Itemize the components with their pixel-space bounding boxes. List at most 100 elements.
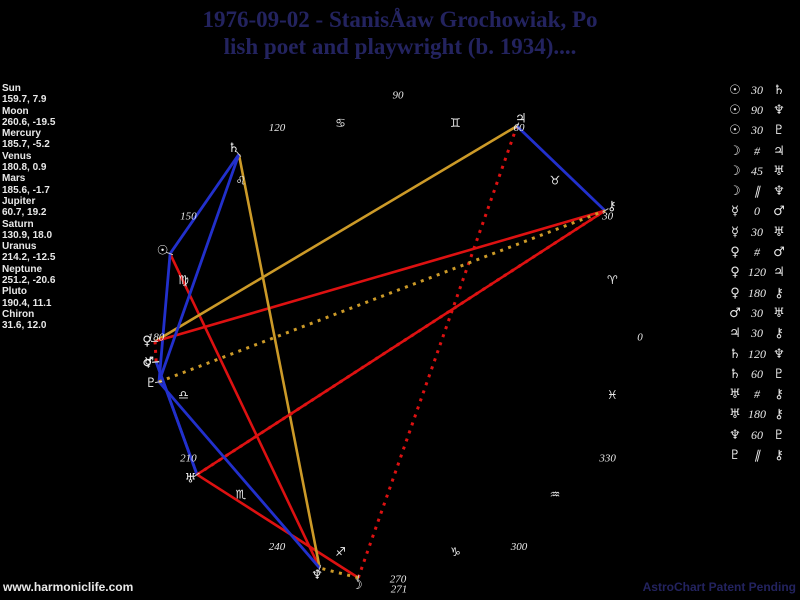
aspect-type: 30 xyxy=(751,305,763,320)
aspect-type: 60 xyxy=(751,427,763,442)
degree-tick-270: 270 xyxy=(390,574,407,586)
planet-mercury-icon: ☿ xyxy=(144,355,152,370)
pluto-glyph-icon: ♇ xyxy=(773,427,785,443)
venus-glyph-icon: ♀ xyxy=(730,265,740,281)
sign-scorpio-icon: ♏ xyxy=(236,487,247,501)
mercury-glyph-icon: ☿ xyxy=(731,204,739,220)
planet-position-saturn: 130.9, 18.0 xyxy=(2,229,53,241)
pluto-glyph-icon: ♇ xyxy=(773,123,785,139)
planet-name-saturn: Saturn xyxy=(2,218,34,230)
planet-marker-jupiter xyxy=(515,122,520,129)
degree-tick-330: 330 xyxy=(598,453,616,465)
planet-marker-sun xyxy=(166,251,174,256)
planet-position-jupiter: 60.7, 19.2 xyxy=(2,207,47,219)
aspect-line-neptune-pluto xyxy=(157,380,321,569)
aspect-line-sun-neptune xyxy=(168,253,321,569)
degree-tick-0: 0 xyxy=(637,332,643,344)
aspect-line-moon-uranus xyxy=(196,473,360,579)
aspect-type: 30 xyxy=(751,123,763,138)
planet-venus-icon: ♀ xyxy=(142,334,152,349)
planet-position-pluto: 190.4, 11.1 xyxy=(2,297,52,309)
planet-marker-uranus xyxy=(193,472,200,478)
degree-tick-150: 150 xyxy=(180,211,197,223)
patent-notice: AstroChart Patent Pending xyxy=(642,580,796,594)
planet-position-sun: 159.7, 7.9 xyxy=(2,94,47,106)
planet-marker-chiron xyxy=(602,208,609,213)
aspect-line-sun-pluto xyxy=(157,253,172,382)
sign-aries-icon: ♈ xyxy=(607,273,618,287)
degree-tick-90: 90 xyxy=(393,90,405,102)
aspect-type: # xyxy=(754,245,760,260)
aspect-row: ☽ ∥ ♆ xyxy=(726,181,792,201)
venus-glyph-icon: ♀ xyxy=(730,245,740,261)
sign-taurus-icon: ♉ xyxy=(550,174,561,188)
moon-glyph-icon: ☽ xyxy=(729,143,741,159)
sign-cancer-icon: ♋ xyxy=(335,116,346,130)
planet-marker-moon xyxy=(357,574,360,582)
degree-tick-240: 240 xyxy=(269,541,286,553)
planet-marker-mars xyxy=(152,360,160,363)
uranus-glyph-icon: ♅ xyxy=(729,407,741,423)
aspect-line-saturn-pluto xyxy=(157,153,241,383)
aspect-type: 30 xyxy=(751,224,763,239)
aspect-type: 180 xyxy=(748,407,766,422)
uranus-glyph-icon: ♅ xyxy=(773,305,785,321)
moon-glyph-icon: ☽ xyxy=(729,163,741,179)
saturn-glyph-icon: ♄ xyxy=(729,346,741,362)
sign-aquarius-icon: ♒ xyxy=(550,487,561,501)
degree-tick-180: 180 xyxy=(148,332,165,344)
planet-uranus-icon: ♅ xyxy=(185,472,197,487)
planet-position-chiron: 31.6, 12.0 xyxy=(2,320,47,332)
sun-glyph-icon: ☉ xyxy=(729,123,741,139)
aspect-line-venus-mars xyxy=(153,341,158,362)
saturn-glyph-icon: ♄ xyxy=(729,366,741,382)
aspect-row: ♂ 30 ♅ xyxy=(726,303,792,323)
aspect-type: 60 xyxy=(751,366,763,381)
aspect-type: 90 xyxy=(751,102,763,117)
planet-name-sun: Sun xyxy=(2,83,21,94)
mars-glyph-icon: ♂ xyxy=(773,204,785,220)
planet-name-mercury: Mercury xyxy=(2,128,41,140)
aspect-row: ♄ 120 ♆ xyxy=(726,344,792,364)
sign-sagittarius-icon: ♐ xyxy=(335,545,346,559)
degree-tick-300: 300 xyxy=(510,541,528,553)
planet-position-uranus: 214.2, -12.5 xyxy=(2,252,56,264)
planet-moon-icon: ☽ xyxy=(351,578,363,593)
aspect-type: 30 xyxy=(751,326,763,341)
aspect-type: 120 xyxy=(748,265,766,280)
aspect-row: ♄ 60 ♇ xyxy=(726,364,792,384)
aspect-row: ♇ ∥ ⚷ xyxy=(726,445,792,465)
jupiter-glyph-icon: ♃ xyxy=(773,143,785,159)
neptune-glyph-icon: ♆ xyxy=(729,427,741,443)
aspect-line-saturn-neptune xyxy=(237,154,321,569)
aspect-row: ☿ 0 ♂ xyxy=(726,202,792,222)
sign-pisces-icon: ♓ xyxy=(607,388,618,402)
aspect-line-pluto-chiron xyxy=(158,209,606,384)
chiron-glyph-icon: ⚷ xyxy=(774,447,784,463)
planet-position-moon: 260.6, -19.5 xyxy=(2,116,56,128)
neptune-glyph-icon: ♆ xyxy=(773,102,785,118)
degree-tick-60: 60 xyxy=(514,122,526,134)
aspect-line-sun-saturn xyxy=(168,153,241,255)
aspect-line-mars-uranus xyxy=(154,361,199,476)
title-line1: 1976-09-02 - StanisÅaw Grochowiak, Po xyxy=(202,7,598,32)
aspect-row: ♀ 120 ♃ xyxy=(726,263,792,283)
page-title: 1976-09-02 - StanisÅaw Grochowiak, Po li… xyxy=(0,6,800,60)
aspect-row: ♀ 180 ⚷ xyxy=(726,283,792,303)
sign-gemini-icon: ♊ xyxy=(450,116,461,130)
planet-position-panel: Sun 159.7, 7.9 Moon 260.6, -19.5 Mercury 185.… xyxy=(2,83,122,332)
uranus-glyph-icon: ♅ xyxy=(773,224,785,240)
aspect-type: 0 xyxy=(754,204,760,219)
sun-glyph-icon: ☉ xyxy=(729,82,741,98)
planet-name-chiron: Chiron xyxy=(2,308,35,320)
jupiter-glyph-icon: ♃ xyxy=(729,326,741,342)
degree-tick-210: 210 xyxy=(180,453,197,465)
planet-name-venus: Venus xyxy=(2,150,32,162)
aspect-list-panel: ☉ 30 ♄ ☉ 90 ♆ ☉ 30 ♇ ☽ # ♃ ☽ 45 ♅ ☽ ∥ ♆ ☿ 0 ♂ ☿ 30 ♅ ♀ # ♂ ♀ 120 ♃ ♀ 18… xyxy=(726,80,792,466)
aspect-type: 30 xyxy=(751,82,763,97)
planet-name-uranus: Uranus xyxy=(2,241,37,253)
planet-name-pluto: Pluto xyxy=(2,286,27,298)
website-watermark: www.harmoniclife.com xyxy=(3,580,134,594)
neptune-glyph-icon: ♆ xyxy=(773,184,785,200)
